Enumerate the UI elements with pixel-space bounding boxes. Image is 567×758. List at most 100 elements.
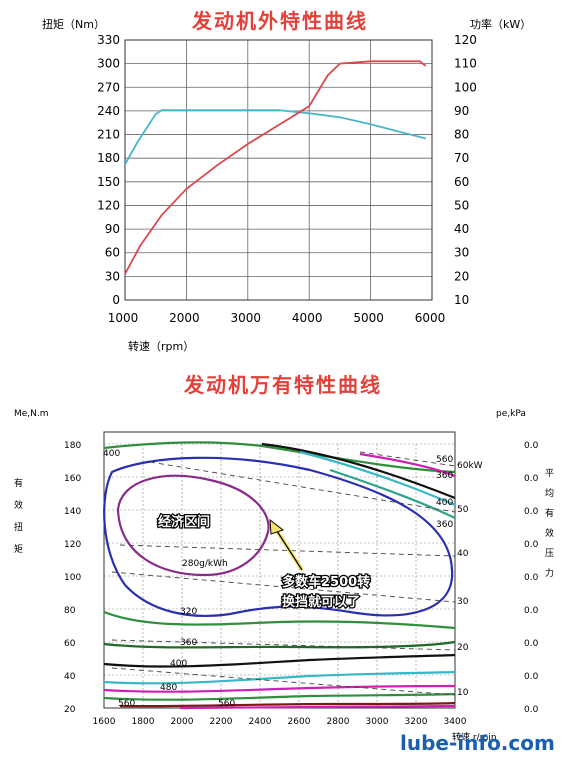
contour-label: 560 (118, 699, 135, 709)
contour-label: 280g/kWh (182, 559, 228, 569)
x-tick-label: 2800 (327, 717, 350, 727)
side-label-char: 平 (545, 468, 554, 479)
side-label-char: 力 (545, 567, 554, 579)
contour-cyan-480 (103, 670, 456, 685)
watermark: lube-info.com (400, 731, 555, 755)
contour-label: 400 (103, 449, 120, 459)
y-right-tick-label: 110 (454, 57, 477, 71)
external-characteristic-chart: 发动机外特性曲线 扭矩（Nm） 功率（kW） 转速（rpm） 1000 2000 3… (42, 9, 531, 353)
power-tick-label: 30 (457, 597, 469, 607)
x-tick-label: 2000 (171, 717, 194, 727)
y-left-tick-label: 210 (97, 128, 120, 142)
chart1-y-left-label: 扭矩（Nm） (42, 17, 105, 31)
y-left-tick-label: 240 (97, 104, 120, 118)
x-tick-label: 3000 (231, 311, 262, 325)
contour-labels: 400 560 360 400 360 280g/kWh 320 360 400… (103, 449, 453, 709)
callout-line-2: 换挡就可以了 (282, 594, 360, 610)
y-left-tick-label: 150 (97, 175, 120, 189)
y-right-tick-label: 40 (454, 222, 469, 236)
side-label-char: 压 (545, 548, 554, 559)
contour-label: 360 (436, 471, 453, 481)
x-tick-label: 2000 (169, 311, 200, 325)
x-tick-label: 3000 (366, 717, 389, 727)
chart2-y-right-label: pe,kPa (496, 409, 526, 419)
x-tick-label: 3400 (444, 717, 467, 727)
x-tick-label: 2400 (249, 717, 272, 727)
contour-label: 480 (160, 683, 177, 693)
power-tick-label: 50 (457, 505, 469, 515)
economy-zone-label: 经济区间 (158, 514, 210, 530)
y-left-tick-label: 160 (64, 474, 81, 484)
contour-label: 400 (170, 659, 187, 669)
y-right-tick-label: 90 (454, 104, 469, 118)
y-right-tick-label: 0.0 (524, 474, 539, 484)
chart2-ticks: 1600 1800 2000 2200 2400 2600 2800 3000 3200 3400… (64, 441, 539, 727)
contour-black-top (261, 442, 456, 500)
y-right-tick-label: 30 (454, 246, 469, 260)
chart1-x-label: 转速（rpm） (128, 339, 194, 353)
chart2-title: 发动机万有特性曲线 (183, 373, 382, 397)
y-right-tick-label: 0.0 (524, 606, 539, 616)
contour-magenta-bottom (179, 704, 456, 710)
y-right-tick-label: 120 (454, 33, 477, 47)
power-unit-label: 60kW (457, 461, 483, 471)
y-left-tick-label: 120 (64, 540, 81, 550)
power-line-40 (119, 544, 456, 557)
power-line-50 (149, 461, 456, 513)
y-left-tick-label: 180 (64, 441, 81, 451)
x-tick-label: 4000 (292, 311, 323, 325)
y-left-tick-label: 60 (64, 639, 76, 649)
chart2-y-left-label: Me,N.m (14, 409, 49, 419)
y-right-tick-label: 80 (454, 128, 469, 142)
callout-line-1: 多数车2500转 (282, 574, 370, 590)
contour-black-440 (103, 653, 456, 668)
y-left-tick-label: 330 (97, 33, 120, 47)
y-right-tick-label: 10 (454, 293, 469, 307)
x-tick-label: 1000 (108, 311, 139, 325)
contour-lines (103, 441, 456, 710)
chart1-grid (124, 39, 433, 301)
y-left-tick-label: 300 (97, 57, 120, 71)
y-left-tick-label: 180 (97, 151, 120, 165)
y-left-tick-label: 30 (105, 269, 120, 283)
side-label-char: 扭 (14, 521, 23, 533)
x-tick-label: 3200 (405, 717, 428, 727)
contour-darkred-bottom (119, 701, 456, 708)
contour-magenta-top (359, 452, 456, 478)
power-tick-label: 20 (457, 643, 469, 653)
side-label-char: 效 (545, 527, 554, 539)
y-right-tick-label: 50 (454, 198, 469, 212)
contour-label: 560 (218, 699, 235, 709)
y-left-tick-label: 80 (64, 606, 76, 616)
side-label-char: 有 (545, 507, 554, 519)
contour-green-bottom (103, 692, 456, 701)
contour-label: 320 (180, 607, 197, 617)
y-right-tick-label: 0.0 (524, 540, 539, 550)
contour-label: 560 (436, 455, 453, 465)
x-tick-label: 5000 (353, 311, 384, 325)
x-tick-label: 2600 (288, 717, 311, 727)
plot-frame (124, 39, 433, 301)
y-left-tick-label: 90 (105, 222, 120, 236)
contour-label: 360 (180, 638, 197, 648)
x-tick-label: 2200 (210, 717, 233, 727)
contour-darkgreen-400 (103, 640, 456, 649)
side-label-char: 有 (14, 477, 23, 489)
x-tick-label: 1600 (93, 717, 116, 727)
chart1-y-right-label: 功率（kW） (470, 17, 531, 31)
chart2-x-label: 转速 r/min (452, 731, 497, 743)
y-left-tick-label: 40 (64, 672, 76, 682)
y-left-tick-label: 100 (64, 573, 81, 583)
power-line-30 (111, 571, 456, 603)
chart1-series (124, 60, 427, 275)
power-tick-label: 10 (457, 688, 469, 698)
contour-cyan-top (299, 450, 456, 507)
y-right-tick-label: 100 (454, 80, 477, 94)
contour-magenta-560 (103, 684, 456, 693)
contour-blue-320 (103, 456, 454, 617)
y-right-tick-label: 0.0 (524, 441, 539, 451)
y-right-tick-label: 60 (454, 175, 469, 189)
power-curve (124, 60, 427, 275)
